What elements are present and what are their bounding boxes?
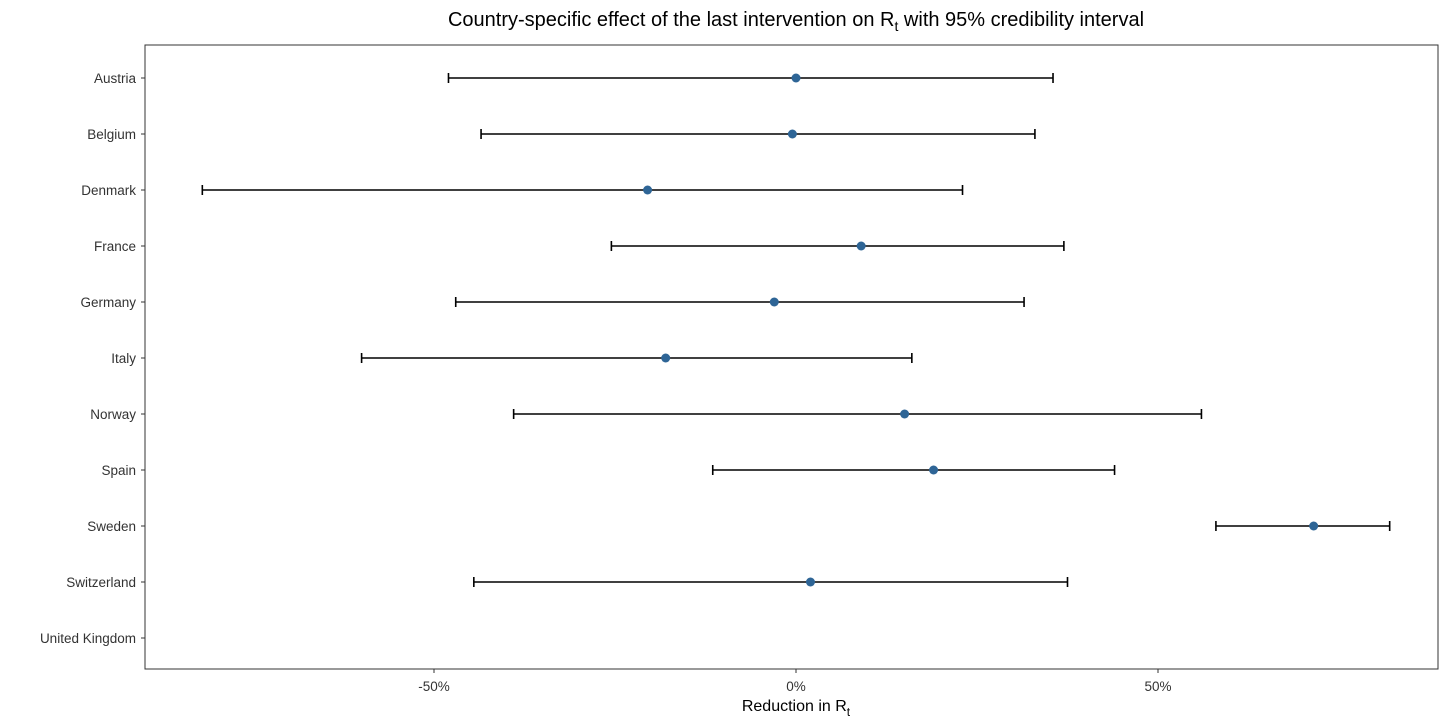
estimate-point [805,577,815,587]
estimate-point [900,409,910,419]
y-tick-label: Belgium [87,127,136,142]
errorbar [610,241,1065,251]
errorbar [1215,521,1391,531]
errorbar [360,353,913,363]
x-axis-title: Reduction in Rt [742,698,851,719]
estimate-point [769,297,779,307]
errorbar [473,577,1069,587]
x-axis: -50% 0% 50% [418,669,1172,694]
y-tick-label: Switzerland [66,575,136,590]
credibility-intervals [201,73,1391,587]
estimate-point [856,241,866,251]
errorbar [447,73,1054,83]
y-axis: Austria Belgium Denmark France Germany Italy N… [40,71,145,646]
errorbar [454,297,1025,307]
y-tick-label: Italy [111,351,136,366]
estimate-point [661,353,671,363]
chart-title: Country-specific effect of the last inte… [448,9,1144,34]
estimate-point [787,129,797,139]
y-tick-label: United Kingdom [40,631,136,646]
estimate-point [643,185,653,195]
errorbar [480,129,1036,139]
y-tick-label: Germany [80,295,136,310]
y-tick-label: France [94,239,136,254]
y-tick-label: Austria [94,71,137,86]
estimate-points [643,73,1319,587]
estimate-point [929,465,939,475]
errorbar [711,465,1116,475]
estimate-point [791,73,801,83]
plot-panel [144,44,1439,670]
estimate-point [1309,521,1319,531]
y-tick-label: Sweden [87,519,136,534]
y-tick-label: Spain [101,463,136,478]
y-tick-label: Norway [90,407,136,422]
errorbar [201,185,964,195]
errorbar [512,409,1203,419]
x-tick-label: 50% [1144,679,1171,694]
x-tick-label: -50% [418,679,450,694]
y-tick-label: Denmark [81,183,136,198]
x-tick-label: 0% [786,679,806,694]
